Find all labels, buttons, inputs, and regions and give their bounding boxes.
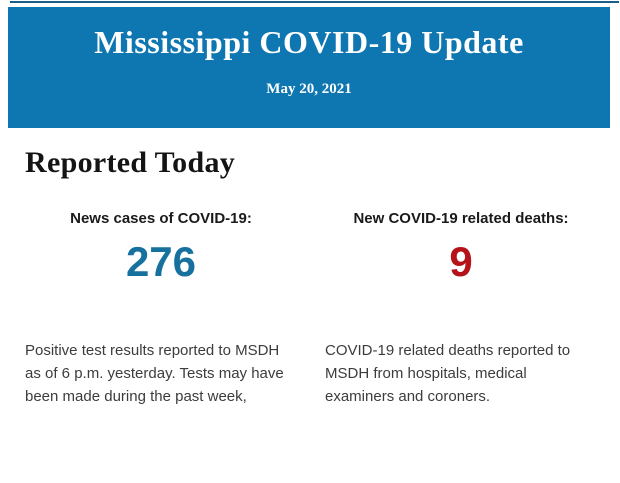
cases-label: News cases of COVID-19: (70, 210, 252, 227)
header-date: May 20, 2021 (266, 81, 352, 97)
cases-column: News cases of COVID-19: 276 Positive tes… (25, 210, 297, 408)
header-banner: Mississippi COVID-19 Update May 20, 2021 (8, 7, 610, 128)
section-title: Reported Today (25, 146, 236, 179)
deaths-value: 9 (449, 238, 473, 285)
deaths-label: New COVID-19 related deaths: (353, 210, 569, 227)
page-title: Mississippi COVID-19 Update (94, 24, 524, 60)
main-content: Reported Today News cases of COVID-19: 2… (0, 128, 620, 408)
top-border-line (10, 1, 619, 3)
deaths-column: New COVID-19 related deaths: 9 COVID-19 … (325, 210, 597, 408)
stats-row: News cases of COVID-19: 276 Positive tes… (25, 210, 597, 408)
cases-description: Positive test results reported to MSDH a… (25, 342, 284, 406)
deaths-description: COVID-19 related deaths reported to MSDH… (325, 342, 571, 406)
cases-value: 276 (125, 238, 197, 285)
